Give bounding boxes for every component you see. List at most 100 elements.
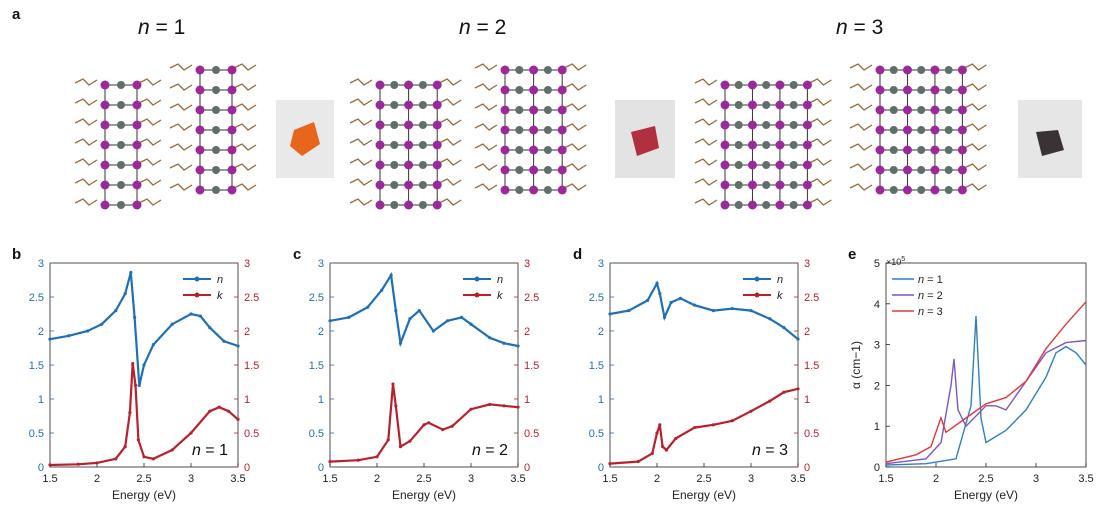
iodine-atom <box>432 140 442 150</box>
lead-atom <box>418 141 427 149</box>
iodine-atom <box>500 125 510 135</box>
iodine-atom <box>557 185 567 195</box>
spacer-molecule <box>809 118 832 126</box>
iodine-atom <box>195 65 205 75</box>
lead-atom <box>944 186 953 194</box>
lead-atom <box>917 86 926 94</box>
y-right-tick-label: 2 <box>524 326 530 338</box>
iodine-atom <box>404 80 414 90</box>
spacer-molecule <box>694 138 718 146</box>
panel-annotation: n = 2 <box>472 442 508 459</box>
iodine-atom <box>775 180 785 190</box>
x-tick-label: 2.5 <box>416 473 431 485</box>
spacer-molecule <box>563 83 587 91</box>
spacer-molecule <box>138 118 162 126</box>
lead-atom <box>789 201 798 209</box>
iodine-atom <box>957 185 967 195</box>
y-right-tick-label: 1 <box>524 394 530 406</box>
lead-atom <box>515 146 524 154</box>
data-point-n <box>662 315 667 319</box>
data-point-k <box>236 417 240 421</box>
data-point-n <box>730 306 734 311</box>
legend-label-n=3: n = 3 <box>918 306 943 318</box>
crystal-photo-n2 <box>615 100 675 178</box>
lead-atom <box>734 81 743 89</box>
iodine-atom <box>957 125 967 135</box>
iodine-atom <box>195 105 205 115</box>
y-right-tick-label: 1.5 <box>804 360 819 372</box>
lead-atom <box>212 126 220 134</box>
spacer-molecule <box>74 98 98 106</box>
spacer-molecule <box>563 143 587 151</box>
spacer-molecule <box>563 183 587 191</box>
iodine-atom <box>529 65 539 75</box>
data-point-k <box>398 445 403 449</box>
lead-atom <box>789 101 798 109</box>
iodine-atom <box>132 80 142 90</box>
iodine-atom <box>775 80 785 90</box>
lead-atom <box>212 86 220 94</box>
x-tick-label: 1.5 <box>602 473 617 485</box>
spacer-molecule <box>349 158 373 166</box>
iodine-atom <box>957 165 967 175</box>
spacer-molecule <box>438 158 462 166</box>
iodine-atom <box>432 200 442 210</box>
iodine-atom <box>375 80 385 90</box>
lead-atom <box>889 126 898 134</box>
y-right-tick-label: 0.5 <box>524 428 539 440</box>
series-line-n <box>329 272 519 348</box>
lead-atom <box>117 81 125 89</box>
y-right-tick-label: 2.5 <box>804 292 819 304</box>
spacer-molecule <box>138 78 162 86</box>
y-right-tick-label: 2.5 <box>244 292 259 304</box>
data-point-n <box>48 337 52 341</box>
data-point-k <box>796 387 800 391</box>
data-point-n <box>502 341 506 345</box>
iodine-atom <box>802 120 812 130</box>
spacer-molecule <box>169 123 193 131</box>
panel-annotation: n = 1 <box>192 442 228 459</box>
iodine-atom <box>132 160 142 170</box>
y-tick-label: 3 <box>874 340 880 352</box>
lead-atom <box>789 121 798 129</box>
legend-label-n: n <box>497 274 503 286</box>
spacer-molecule <box>694 98 718 106</box>
structure-title-n3: n = 3 <box>836 16 884 39</box>
legend-marker-k <box>474 292 480 298</box>
data-point-k <box>128 411 132 415</box>
iodine-atom <box>902 105 912 115</box>
data-point-k <box>227 409 231 413</box>
lead-atom <box>515 106 524 114</box>
lead-atom <box>789 181 798 189</box>
iodine-atom <box>529 105 539 115</box>
spacer-molecule <box>809 198 832 206</box>
spacer-molecule <box>349 118 373 126</box>
iodine-atom <box>930 85 940 95</box>
structure-title-n1: n = 1 <box>138 16 186 39</box>
lead-atom <box>212 106 220 114</box>
lead-atom <box>117 101 125 109</box>
y-tick-label: 0 <box>874 462 880 474</box>
iodine-atom <box>720 120 730 130</box>
data-point-n <box>431 329 435 333</box>
data-point-k <box>469 407 473 411</box>
iodine-atom <box>227 145 237 155</box>
data-point-k <box>664 448 668 452</box>
spacer-molecule <box>438 118 462 126</box>
chart-d-nk-n3: 1.5 2 2.5 3 3.50 00.5 0.51 11.5 1.52 22.5 2.53 3nkn… <box>589 258 820 502</box>
chart-b-nk-n1: 1.5 2 2.5 3 3.50 00.5 0.51 11.5 1.52 22.5 2.53 3nkn… <box>29 258 260 502</box>
data-point-n <box>328 319 332 323</box>
lead-atom <box>944 126 953 134</box>
iodine-atom <box>957 105 967 115</box>
y-tick-label: 4 <box>874 299 880 311</box>
iodine-atom <box>132 120 142 130</box>
lead-atom <box>212 186 220 194</box>
iodine-atom <box>930 105 940 115</box>
spacer-molecule <box>563 103 587 111</box>
iodine-atom <box>557 85 567 95</box>
iodine-atom <box>875 85 885 95</box>
y-tick-label: 2 <box>874 380 880 392</box>
spacer-molecule <box>349 98 373 106</box>
iodine-atom <box>404 160 414 170</box>
iodine-atom <box>404 180 414 190</box>
